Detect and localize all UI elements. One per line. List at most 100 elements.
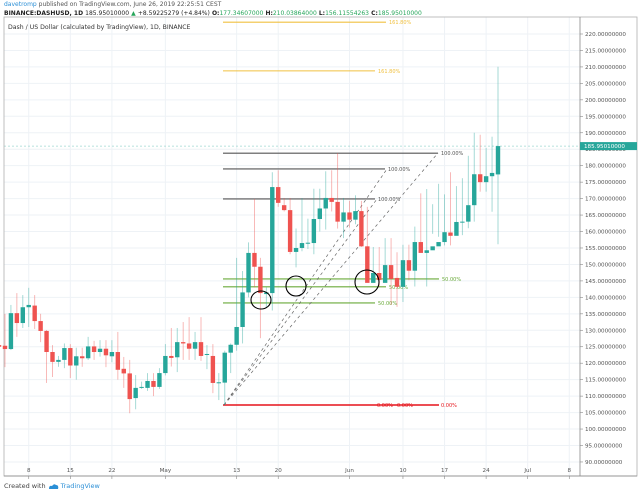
candle [222,350,227,406]
candle-body [228,344,233,353]
price-tick-label: 160.00000000 [585,230,626,236]
candle-body [293,247,299,252]
candle [68,344,73,379]
up-arrow-icon: ▲ [131,10,136,17]
price-tick-label: 120.00000000 [585,361,626,367]
candle-body [145,380,150,388]
price-tick-label: 145.00000000 [585,279,626,285]
price-tick-label: 155.00000000 [585,246,626,252]
annotations[interactable] [250,269,380,310]
author-link[interactable]: davetromp [4,1,37,8]
footer: Created with TradingView [4,482,100,490]
candle-body [68,348,73,366]
time-tick-label: May [160,468,172,474]
candle [169,327,174,367]
trend-line-dashed [223,198,378,406]
candle [270,172,275,311]
price-axis[interactable]: 220.00000000 215.00000000 210.00000000 205.… [580,32,637,466]
candle [127,359,132,414]
candle [20,295,25,328]
candle-body [103,348,109,356]
candle [139,381,144,389]
candle [412,226,418,287]
publish-info: davetromp published on TradingView.com, … [4,1,221,8]
candle-body [80,356,85,359]
candle [436,183,441,247]
candle [133,375,138,410]
candle [252,198,257,288]
candle [80,347,85,367]
price-tick-label: 135.00000000 [585,312,626,318]
candle-body [56,359,61,362]
candle-body [44,330,49,353]
price-tick-label: 200.00000000 [585,98,626,104]
candle-body [341,212,346,222]
candle-body [26,304,31,308]
created-with: Created with [4,482,46,490]
candle-body [430,246,435,251]
candle [97,340,103,357]
candle [477,134,483,192]
candle-body [139,386,144,388]
price-tick-label: 100.00000000 [585,427,626,433]
candle [448,172,453,246]
candle [91,340,97,360]
price-tick-label: 220.00000000 [585,32,626,38]
candle-body [353,211,358,220]
time-axis[interactable]: 8 15 22 May 13 20 Jun 10 17 24 Jul 8 [27,468,572,479]
candle [418,193,423,253]
candle [430,204,435,251]
candle-body [489,172,495,177]
candle [74,347,79,380]
price-tick-label: 180.00000000 [585,164,626,170]
candle-body [38,321,43,331]
candle [276,170,281,207]
time-tick-label: 24 [483,468,491,474]
tradingview-link[interactable]: TradingView [60,482,100,490]
candle [454,186,459,236]
candle [151,373,156,397]
current-price-label: 185.95010000 [584,144,625,150]
high-label: H: [265,10,273,17]
candle [400,244,406,302]
close-label: C: [371,10,378,17]
candle-body [448,232,453,236]
candle-body [246,252,251,293]
candle [317,188,322,232]
candle [305,218,311,249]
candle-body [169,355,174,358]
candle-body [394,277,400,287]
candle-body [347,212,352,220]
time-tick-label: 15 [67,468,75,474]
candle [216,373,222,401]
candle [180,322,186,360]
candle-body [460,221,465,223]
candle-body [281,205,287,211]
candle-body [192,342,198,349]
candle-body [186,343,192,349]
candle [495,66,501,245]
candle [246,242,251,298]
candle [264,287,269,308]
annotation-circle [285,275,307,297]
candle-body [210,355,216,383]
candle [341,197,346,239]
candle [44,329,49,383]
candle-body [299,243,305,248]
candle [359,200,364,247]
time-tick-label: 8 [27,468,31,474]
candle [175,327,180,373]
annotation-circle [250,290,272,310]
candle [163,344,168,376]
candle-body [222,352,227,383]
candle [365,206,370,283]
candle [394,252,400,307]
low-label: L: [318,10,326,17]
annotation-circle [354,269,380,295]
candle-body [0,345,2,347]
price-tick-label: 205.00000000 [585,81,626,87]
candle [323,171,328,230]
candle-body [204,353,210,355]
candle-body [382,265,388,283]
